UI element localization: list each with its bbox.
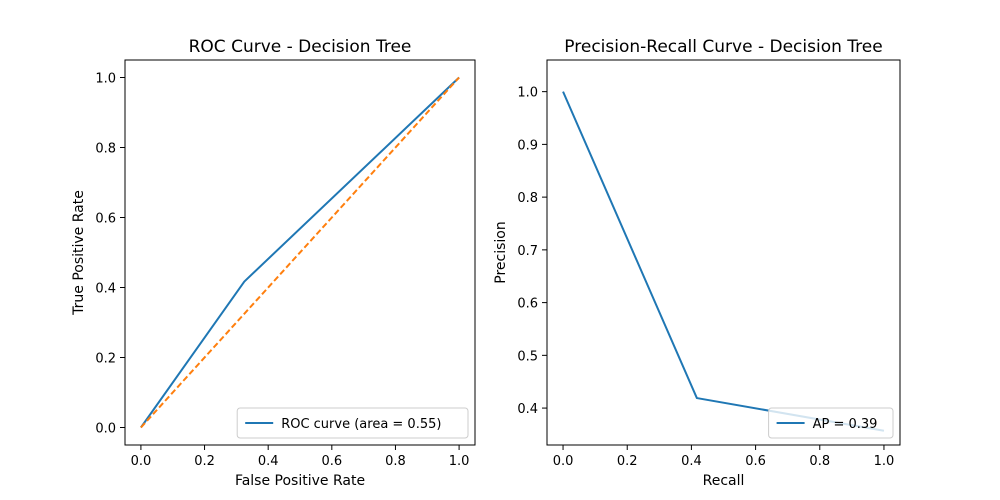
plot-frame — [124, 59, 476, 446]
y-tick-label: 0.6 — [95, 212, 116, 227]
x-tick-label: 0.0 — [553, 454, 574, 469]
y-tick-label: 0.4 — [95, 282, 116, 297]
x-tick-label: 0.6 — [745, 454, 766, 469]
y-tick-label: 0.6 — [517, 297, 538, 312]
y-axis-label: True Positive Rate — [71, 190, 87, 316]
x-tick-label: 0.4 — [258, 454, 279, 469]
series-line-1 — [562, 91, 885, 432]
y-tick-label: 0.9 — [517, 138, 538, 153]
legend: ROC curve (area = 0.55) — [236, 407, 469, 439]
x-tick-label: 0.6 — [321, 454, 342, 469]
legend-label: AP = 0.39 — [813, 417, 878, 432]
y-tick-label: 0.2 — [95, 352, 116, 367]
chart-1: 0.0 0.2 0.4 0.6 0.8 1.0 0.0 0.2 0.4 0.6 0.8 1.0 ROC … — [71, 37, 476, 489]
legend-label: ROC curve (area = 0.55) — [281, 417, 441, 432]
y-tick-label: 1.0 — [517, 86, 538, 101]
x-tick-label: 0.4 — [681, 454, 702, 469]
series-line-1 — [140, 76, 460, 429]
x-tick-label: 0.0 — [131, 454, 152, 469]
y-tick-label: 0.8 — [95, 142, 116, 157]
legend-box — [768, 407, 894, 439]
chart-title: Precision-Recall Curve - Decision Tree — [564, 37, 882, 57]
y-tick-label: 1.0 — [95, 72, 116, 87]
y-axis-label: Precision — [493, 221, 509, 283]
legend-box — [236, 407, 469, 439]
x-axis-label: False Positive Rate — [235, 473, 365, 489]
x-tick-label: 0.2 — [617, 454, 638, 469]
x-tick-label: 1.0 — [449, 454, 470, 469]
plot-frame — [546, 59, 901, 446]
y-tick-label: 0.7 — [517, 244, 538, 259]
x-tick-label: 0.8 — [385, 454, 406, 469]
x-axis-label: Recall — [703, 473, 745, 489]
y-tick-label: 0.5 — [517, 349, 538, 364]
legend: AP = 0.39 — [768, 407, 894, 439]
x-tick-label: 1.0 — [874, 454, 895, 469]
chart-2: 0.0 0.2 0.4 0.6 0.8 1.0 0.4 0.5 0.6 0.7 0.8 0.9 1.0 P… — [493, 37, 901, 489]
y-tick-label: 0.0 — [95, 422, 116, 437]
y-tick-label: 0.8 — [517, 191, 538, 206]
y-tick-label: 0.4 — [517, 402, 538, 417]
x-tick-label: 0.2 — [194, 454, 215, 469]
x-tick-label: 0.8 — [809, 454, 830, 469]
series-line-2 — [140, 76, 460, 429]
chart-title: ROC Curve - Decision Tree — [189, 37, 412, 57]
